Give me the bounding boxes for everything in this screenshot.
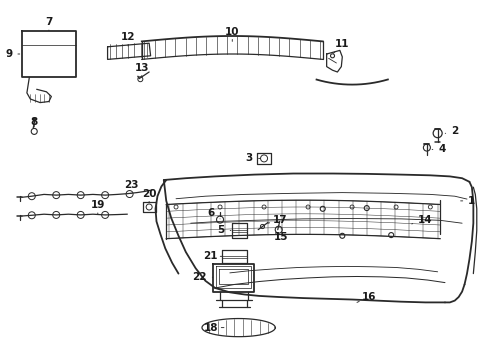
Text: 12: 12 (121, 32, 135, 46)
Text: 16: 16 (356, 292, 376, 302)
Text: 18: 18 (203, 323, 224, 333)
Text: 17: 17 (267, 215, 286, 225)
Text: 2: 2 (445, 126, 457, 136)
Text: 3: 3 (245, 153, 260, 163)
Text: 1: 1 (460, 196, 474, 206)
Text: 4: 4 (431, 144, 445, 154)
Text: 23: 23 (123, 180, 138, 194)
Text: 10: 10 (224, 27, 239, 41)
Text: 5: 5 (217, 225, 230, 235)
Text: 14: 14 (411, 215, 432, 225)
Text: 15: 15 (273, 229, 288, 242)
Text: 8: 8 (31, 117, 38, 127)
Text: 20: 20 (142, 189, 156, 202)
Text: 9: 9 (5, 49, 20, 59)
Text: 7: 7 (45, 17, 53, 31)
Text: 13: 13 (134, 63, 149, 77)
Text: 22: 22 (192, 272, 212, 282)
Text: 11: 11 (333, 39, 349, 53)
Text: 21: 21 (203, 251, 222, 261)
Text: 6: 6 (207, 208, 220, 219)
Text: 19: 19 (90, 200, 105, 214)
